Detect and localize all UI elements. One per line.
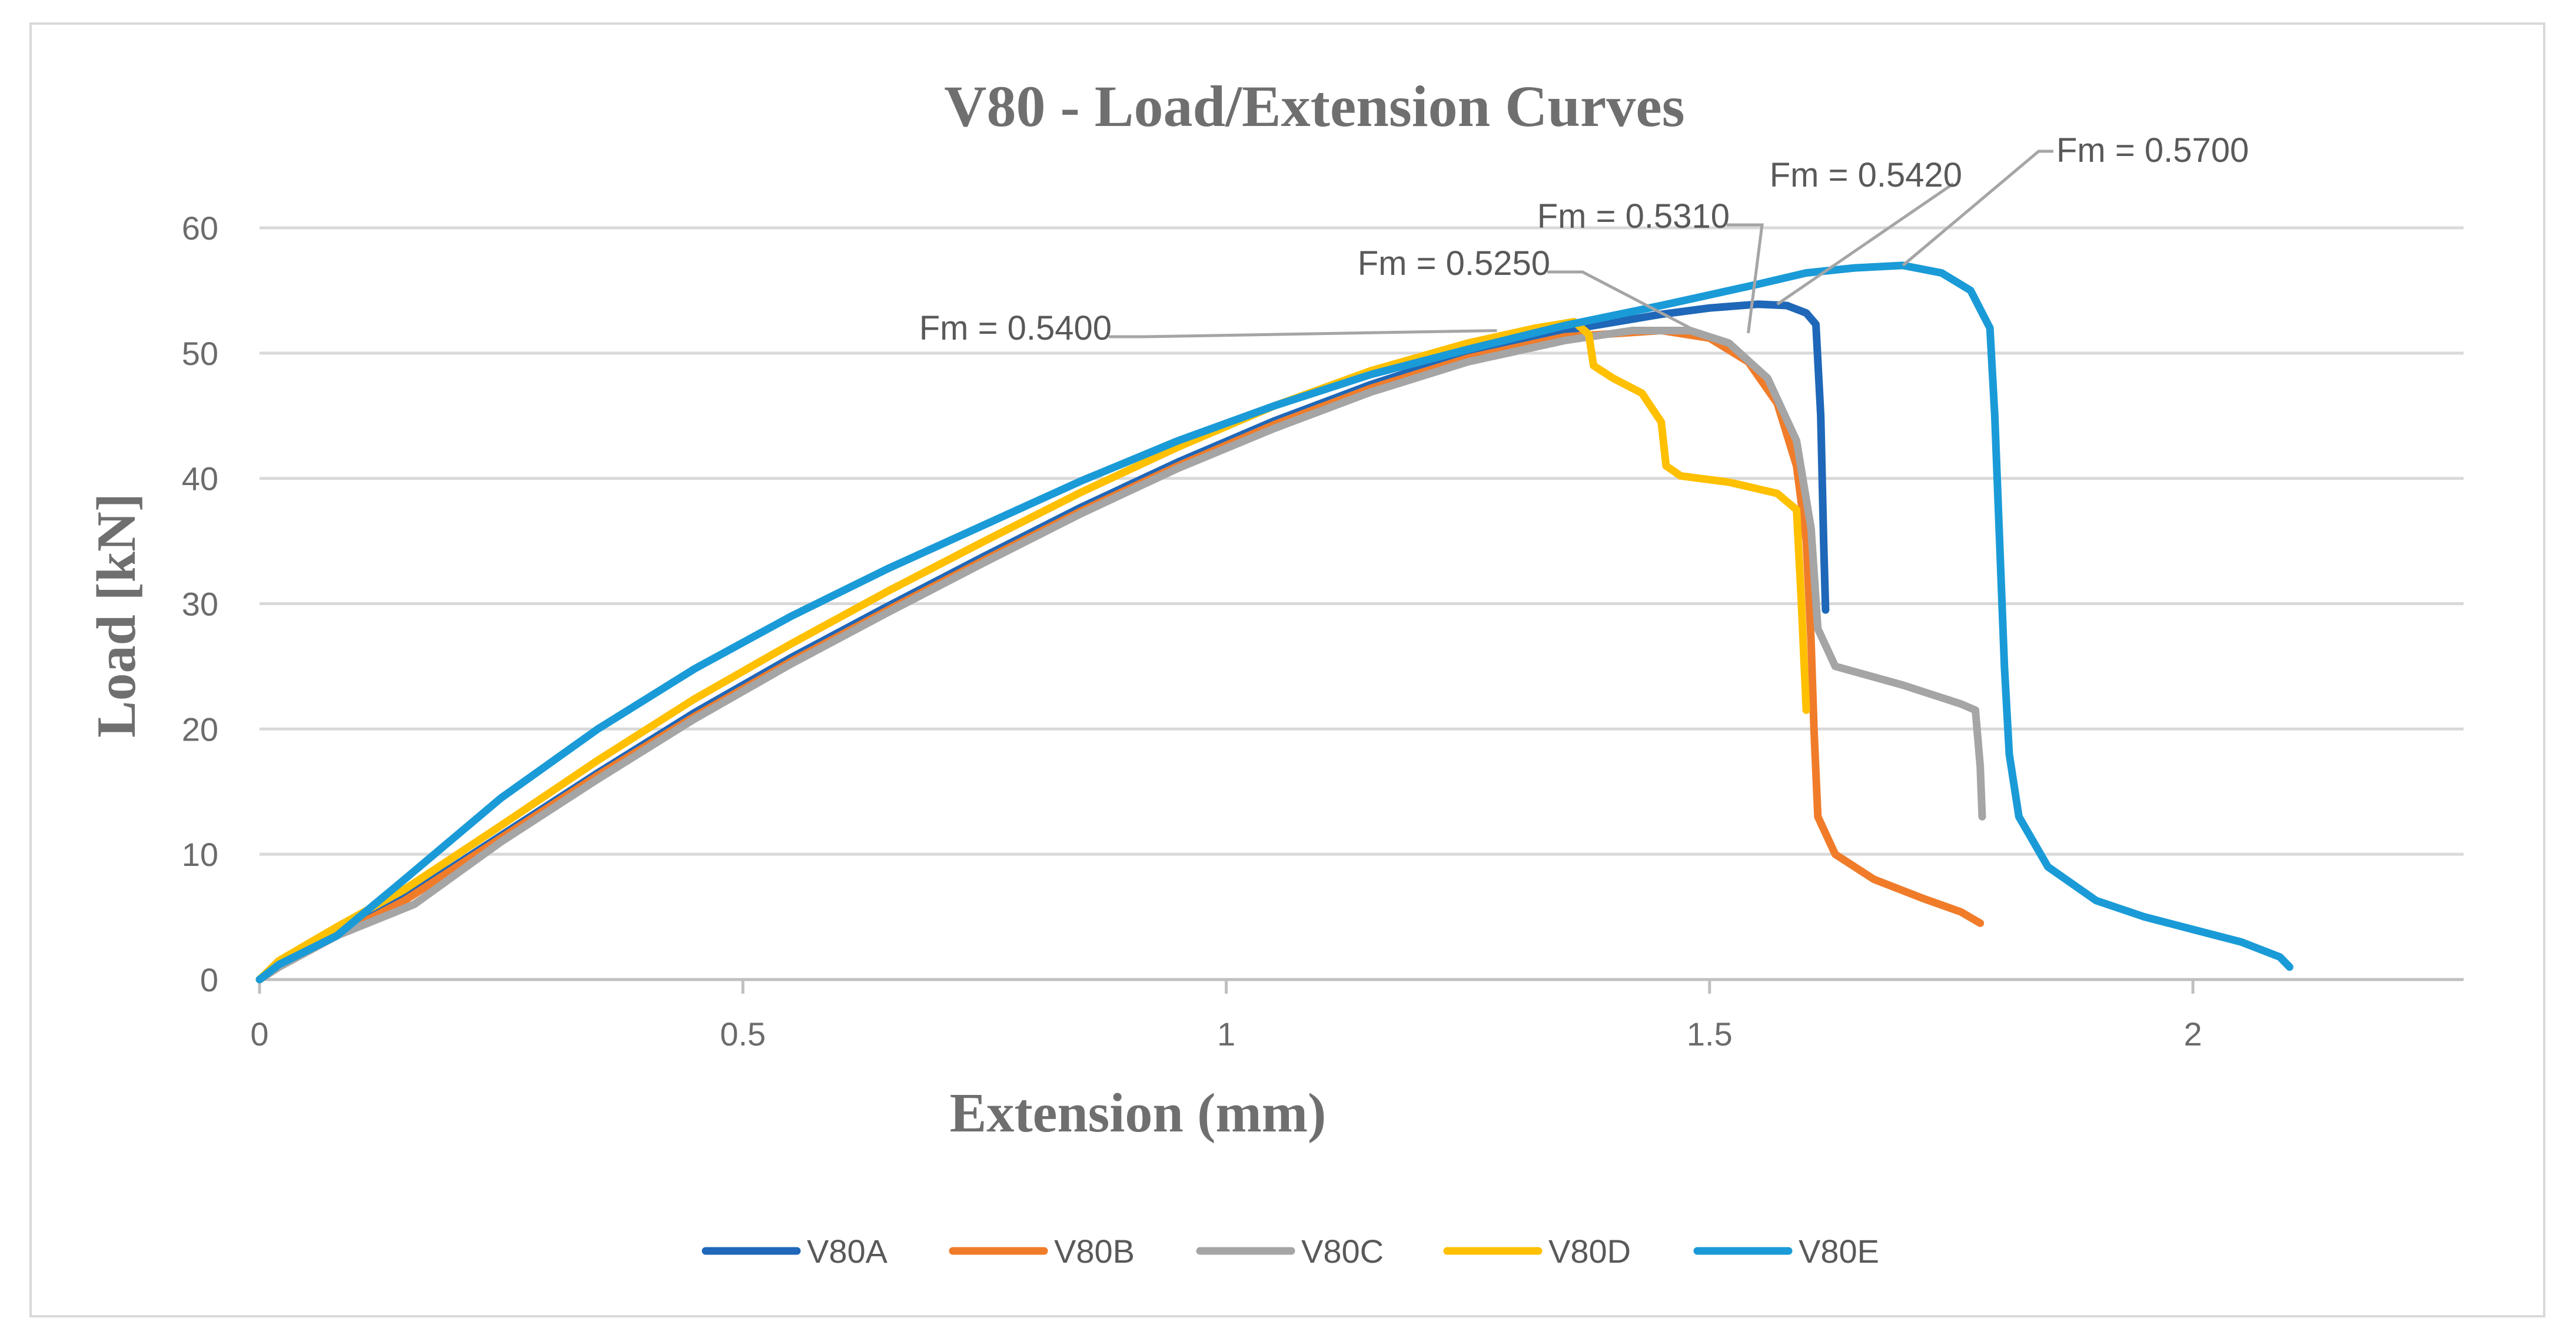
- x-tick-label: 1.5: [1687, 1015, 1733, 1053]
- x-tick-labels: 0 0.5 1 1.5 2: [250, 1015, 2202, 1053]
- y-axis-title: Load [kN]: [86, 493, 147, 738]
- annotation-leader: [1776, 182, 1955, 306]
- series-line-v80c: [255, 327, 1986, 984]
- y-tick-label: 60: [182, 210, 218, 247]
- annotation-leader: [1547, 270, 1710, 340]
- legend-label-v80b: V80B: [1054, 1233, 1135, 1270]
- series-line-v80a: [255, 300, 1830, 984]
- annotation-leader: [1902, 150, 2053, 267]
- x-tick-label: 1: [1217, 1015, 1235, 1053]
- y-tick-label: 30: [182, 586, 218, 623]
- y-tick-labels: 0 10 20 30 40 50 60: [182, 210, 218, 998]
- legend-label-v80a: V80A: [807, 1233, 888, 1270]
- series-lines: [255, 261, 2294, 984]
- x-tick-label: 0.5: [720, 1015, 766, 1053]
- y-tick-label: 50: [182, 335, 218, 372]
- series-line-v80b: [255, 327, 1985, 984]
- y-tick-label: 20: [182, 711, 218, 748]
- y-tick-label: 40: [182, 460, 218, 497]
- annotation-label: Fm = 0.5420: [1770, 156, 1962, 194]
- series-line-v80d: [255, 318, 1810, 984]
- y-tick-label: 0: [200, 961, 218, 998]
- legend-label-v80e: V80E: [1799, 1233, 1879, 1270]
- annotation-label: Fm = 0.5310: [1537, 197, 1730, 235]
- legend-label-v80c: V80C: [1301, 1233, 1384, 1270]
- x-tick-label: 2: [2184, 1015, 2202, 1053]
- annotation-leader: [1727, 223, 1764, 334]
- annotation-label: Fm = 0.5400: [919, 309, 1112, 347]
- annotations: Fm = 0.5400 Fm = 0.5250 Fm = 0.5310 Fm = 0.…: [919, 131, 2249, 347]
- annotation-label: Fm = 0.5700: [2056, 131, 2249, 170]
- y-tick-label: 10: [182, 836, 218, 873]
- chart-title: V80 - Load/Extension Curves: [944, 74, 1684, 139]
- chart-frame: V80 - Load/Extension Curves 0 10 20 30 40 50 6…: [29, 22, 2545, 1317]
- chart-svg: V80 - Load/Extension Curves 010203040506…: [86, 74, 2464, 1270]
- x-tick-label: 0: [250, 1015, 268, 1053]
- annotation-label: Fm = 0.5250: [1358, 244, 1550, 283]
- legend-label-v80d: V80D: [1548, 1233, 1631, 1270]
- x-axis-title: Extension (mm): [950, 1083, 1327, 1144]
- annotation-leader: [1109, 329, 1497, 338]
- series-line-v80e: [255, 261, 2294, 984]
- grid-lines: [258, 226, 2464, 994]
- legend: V80A V80B V80C V80D V80E: [702, 1233, 1879, 1270]
